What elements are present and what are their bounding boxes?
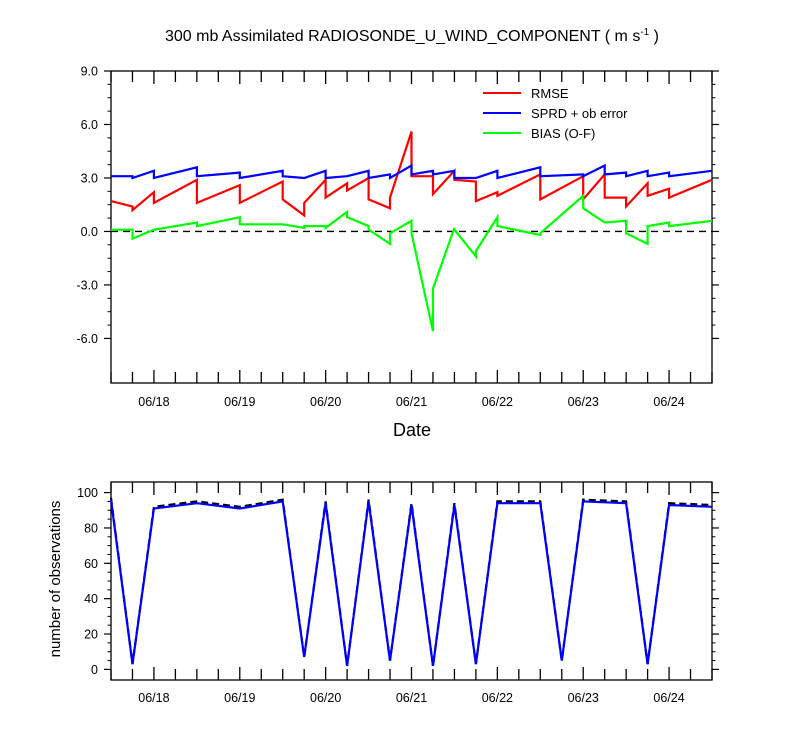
bottom-panel: 0 20 40 60 80 100 06/18 06/19 06/20 06/21 06/22 06/…: [47, 481, 719, 705]
title-suffix: ): [649, 28, 659, 45]
top-panel: 300 mb Assimilated RADIOSONDE_U_WIND_COM…: [76, 27, 719, 440]
y-tick-label-top: 6.0: [81, 118, 98, 132]
bottom-y-axis-title: number of observations: [47, 501, 64, 658]
y-tick-label-bottom: 80: [84, 521, 98, 535]
x-tick-label-bottom: 06/24: [653, 691, 684, 705]
top-chart-title: 300 mb Assimilated RADIOSONDE_U_WIND_COM…: [165, 27, 659, 45]
x-tick-label-top: 06/19: [224, 395, 255, 409]
series-line-bottom-1: [109, 499, 713, 667]
series-line-top-1: [111, 163, 713, 180]
x-tick-label-top: 06/21: [396, 395, 427, 409]
x-tick-label-top: 06/20: [310, 395, 341, 409]
series-line-bottom-0: [109, 497, 713, 667]
y-tick-label-bottom: 100: [77, 486, 98, 500]
legend: RMSE SPRD + ob error BIAS (O-F): [483, 86, 628, 141]
x-tick-label-bottom: 06/20: [310, 691, 341, 705]
y-tick-label-bottom: 0: [91, 663, 98, 677]
x-tick-label-top: 06/23: [568, 395, 599, 409]
series-line-top-2: [111, 193, 713, 332]
y-tick-label-top: -6.0: [76, 332, 98, 346]
x-tick-label-bottom: 06/18: [138, 691, 169, 705]
x-tick-label-top: 06/22: [482, 395, 513, 409]
legend-label-sprd: SPRD + ob error: [531, 106, 628, 121]
y-tick-label-top: -3.0: [76, 278, 98, 292]
y-tick-label-top: 9.0: [81, 65, 98, 79]
y-tick-label-bottom: 60: [84, 557, 98, 571]
top-x-axis-title: Date: [393, 420, 431, 440]
x-tick-label-top: 06/24: [653, 395, 684, 409]
x-tick-label-bottom: 06/21: [396, 691, 427, 705]
x-tick-label-top: 06/18: [138, 395, 169, 409]
y-tick-label-top: 3.0: [81, 171, 98, 185]
y-tick-label-bottom: 40: [84, 592, 98, 606]
y-tick-label-bottom: 20: [84, 628, 98, 642]
legend-label-bias: BIAS (O-F): [531, 126, 595, 141]
x-tick-label-bottom: 06/23: [568, 691, 599, 705]
title-main-text: 300 mb Assimilated RADIOSONDE_U_WIND_COM…: [165, 28, 640, 45]
legend-label-rmse: RMSE: [531, 86, 569, 101]
title-superscript: -1: [640, 27, 649, 38]
y-tick-label-top: 0.0: [81, 225, 98, 239]
series-line-top-0: [110, 131, 713, 218]
bottom-plot-area: 0 20 40 60 80 100 06/18 06/19 06/20 06/21 06/22 06/…: [77, 481, 719, 705]
x-tick-label-bottom: 06/19: [224, 691, 255, 705]
x-tick-label-bottom: 06/22: [482, 691, 513, 705]
top-plot-area: 9.0 6.0 3.0 0.0 -3.0 -6.0 06/18 06/19 06/20 06/21…: [76, 65, 719, 409]
